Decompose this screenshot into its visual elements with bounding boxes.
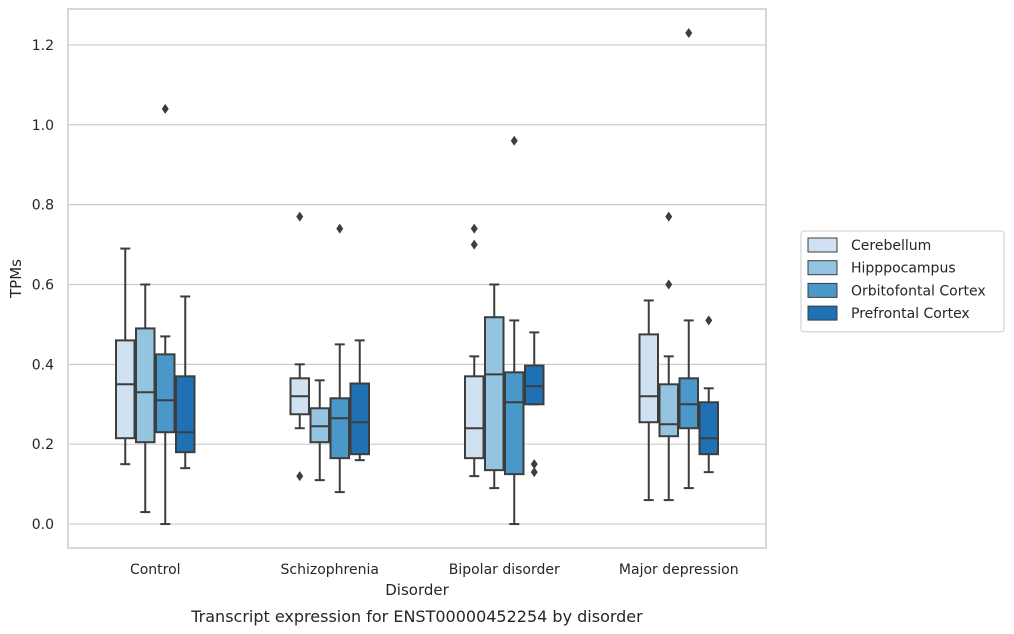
legend-swatch <box>807 282 838 298</box>
legend-swatch <box>807 305 838 321</box>
x-tick-label: Major depression <box>619 562 739 578</box>
box-body <box>484 316 505 472</box>
outlier-marker <box>685 27 693 38</box>
box-body <box>175 375 196 454</box>
box-1-0 <box>289 211 310 482</box>
outlier-marker <box>470 223 478 234</box>
y-tick-label: 0.4 <box>32 357 54 373</box>
boxes <box>115 27 719 526</box>
legend-label: Orbitofontal Cortex <box>851 283 986 299</box>
box-1-3 <box>349 339 370 462</box>
box-3-3 <box>698 315 719 474</box>
box-body <box>698 401 719 456</box>
box-2-1 <box>484 283 505 490</box>
y-tick-label: 0.0 <box>32 517 54 533</box>
box-0-2 <box>155 103 176 526</box>
box-body <box>349 382 370 456</box>
legend: Cerebellum Hipppocampus Orbitofontal Corte… <box>800 230 1005 333</box>
gridlines <box>68 44 766 525</box>
outlier-marker <box>161 103 169 114</box>
x-axis-label: Disorder <box>385 581 449 599</box>
outlier-marker <box>530 459 538 470</box>
y-tick-labels: 0.0 0.2 0.4 0.6 0.8 1.0 1.2 <box>32 38 54 533</box>
legend-label: Hipppocampus <box>851 261 956 277</box>
box-body <box>329 397 350 460</box>
legend-frame <box>800 230 1005 333</box>
plot-frame <box>67 8 767 549</box>
box-2-2 <box>504 135 525 526</box>
y-tick-label: 0.8 <box>32 198 54 214</box>
box-body <box>658 383 679 438</box>
outlier-marker <box>336 223 344 234</box>
outlier-marker <box>470 239 478 250</box>
box-body <box>504 371 525 476</box>
y-tick-label: 0.6 <box>32 277 54 293</box>
box-3-2 <box>678 27 699 490</box>
x-tick-label: Schizophrenia <box>281 562 379 578</box>
outlier-marker <box>665 279 673 290</box>
y-tick-label: 1.0 <box>32 118 54 134</box>
box-2-0 <box>464 223 485 478</box>
box-0-0 <box>115 247 136 466</box>
outlier-marker <box>510 135 518 146</box>
box-body <box>135 327 156 444</box>
box-1-1 <box>309 379 330 482</box>
outlier-marker <box>530 467 538 478</box>
legend-swatch <box>807 237 838 253</box>
box-0-1 <box>135 283 156 514</box>
box-1-2 <box>329 223 350 494</box>
x-tick-labels: Control Schizophrenia Bipolar disorder Majo… <box>130 562 739 578</box>
outlier-marker <box>296 471 304 482</box>
box-body <box>464 375 485 460</box>
box-body <box>115 339 136 440</box>
legend-swatch <box>807 260 838 276</box>
x-tick-label: Bipolar disorder <box>449 562 560 578</box>
box-0-3 <box>175 295 196 470</box>
y-tick-label: 0.2 <box>32 437 54 453</box>
outlier-marker <box>665 211 673 222</box>
x-tick-label: Control <box>130 562 181 578</box>
box-2-3 <box>524 331 545 478</box>
y-tick-label: 1.2 <box>32 38 54 54</box>
legend-label: Prefrontal Cortex <box>851 306 970 322</box>
outlier-marker <box>296 211 304 222</box>
legend-label: Cerebellum <box>851 238 931 254</box>
box-body <box>524 364 545 406</box>
outlier-marker <box>705 315 713 326</box>
box-body <box>155 353 176 434</box>
box-3-0 <box>638 299 659 502</box>
box-3-1 <box>658 211 679 502</box>
chart-caption: Transcript expression for ENST0000045225… <box>190 607 643 626</box>
box-body <box>638 333 659 424</box>
y-axis-label: TPMs <box>7 259 25 299</box>
